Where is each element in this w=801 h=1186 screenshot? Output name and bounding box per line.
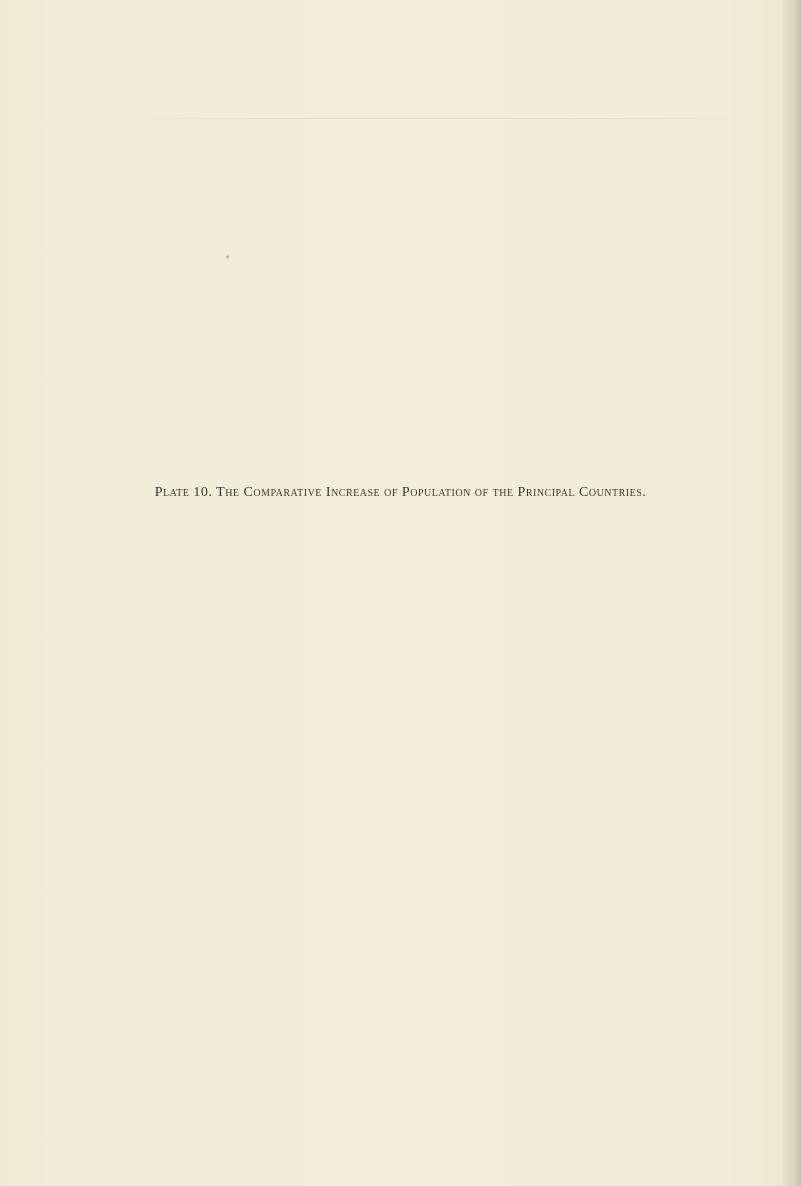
plate-caption: Plate 10. The Comparative Increase of Po… (61, 485, 741, 501)
scanned-page: ٭ Plate 10. The Comparative Increase of … (0, 0, 801, 1186)
ink-speck: ٭ (225, 252, 230, 263)
page-right-edge-shadow (781, 0, 801, 1186)
faint-rule-top (108, 118, 763, 119)
plate-caption-text: Plate 10. The Comparative Increase of Po… (155, 485, 647, 500)
